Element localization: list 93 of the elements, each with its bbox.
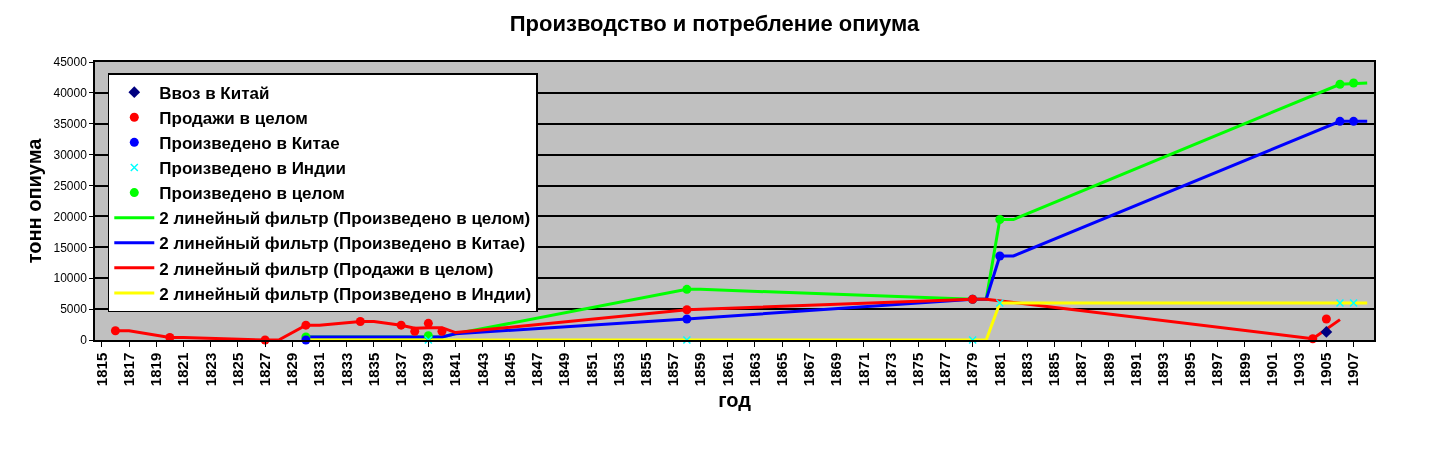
- x-tick-label: 1829: [283, 352, 301, 387]
- y-axis-title: тонн опиума: [23, 137, 46, 264]
- y-tick-label: 35000: [53, 116, 88, 131]
- x-tick-label: 1879: [963, 352, 981, 387]
- legend-label: 2 линейный фильтр (Произведено в Индии): [159, 284, 532, 304]
- point: [1349, 78, 1359, 88]
- x-tick-label: 1889: [1099, 352, 1117, 387]
- x-tick-label: 1905: [1317, 352, 1335, 387]
- legend-label: 2 линейный фильтр (Произведено в целом): [159, 209, 531, 229]
- y-tick-label: 0: [80, 333, 88, 348]
- x-tick-label: 1821: [174, 352, 192, 387]
- x-tick-label: 1853: [609, 352, 627, 387]
- legend-label: Произведено в целом: [159, 184, 345, 204]
- point: [682, 335, 692, 345]
- legend-label: 2 линейный фильтр (Произведено в Китае): [159, 234, 526, 254]
- point: [1349, 116, 1359, 126]
- legend-label: 2 линейный фильтр (Продажи в целом): [159, 259, 494, 279]
- point: [682, 305, 692, 315]
- x-tick-label: 1891: [1126, 352, 1144, 387]
- y-tick-label: 30000: [53, 147, 88, 162]
- x-tick-label: 1885: [1045, 352, 1063, 387]
- point: [1320, 326, 1333, 338]
- point: [995, 251, 1005, 261]
- x-tick-label: 1827: [255, 352, 273, 387]
- y-tick-label: 10000: [53, 271, 88, 286]
- y-tick-label: 25000: [53, 178, 88, 193]
- point: [1335, 79, 1345, 89]
- x-tick-label: 1903: [1290, 352, 1308, 387]
- x-tick-label: 1851: [582, 352, 600, 387]
- chart-title: Производство и потребление опиума: [509, 11, 921, 37]
- x-tick-label: 1857: [664, 352, 682, 387]
- x-tick-label: 1867: [800, 352, 818, 387]
- point: [682, 284, 692, 294]
- x-tick-label: 1897: [1208, 352, 1226, 387]
- x-tick-label: 1847: [528, 352, 546, 387]
- point: [410, 326, 420, 336]
- point: [995, 215, 1005, 225]
- x-tick-label: 1839: [419, 352, 437, 387]
- point: [682, 314, 692, 324]
- x-tick-label: 1823: [201, 352, 219, 387]
- point: [110, 326, 120, 336]
- x-tick-label: 1901: [1262, 352, 1280, 387]
- x-tick-label: 1817: [119, 352, 137, 387]
- x-tick-label: 1895: [1181, 352, 1199, 387]
- x-tick-label: 1869: [827, 352, 845, 387]
- point: [424, 335, 433, 345]
- y-tick-label: 15000: [53, 240, 88, 255]
- point: [1335, 298, 1345, 308]
- x-tick-label: 1863: [745, 352, 763, 387]
- x-tick-label: 1837: [392, 352, 410, 387]
- point: [437, 326, 447, 336]
- x-tick-label: 1825: [228, 352, 246, 387]
- x-tick-label: 1893: [1153, 352, 1171, 387]
- legend-label: Произведено в Индии: [159, 159, 346, 179]
- x-tick-label: 1845: [500, 352, 518, 387]
- x-tick-label: 1849: [555, 352, 573, 387]
- x-tick-label: 1887: [1072, 352, 1090, 387]
- x-tick-label: 1877: [936, 352, 954, 387]
- x-tick-label: 1899: [1235, 352, 1253, 387]
- point: [1335, 116, 1345, 126]
- legend-label: Ввоз в Китай: [159, 83, 270, 103]
- x-tick-label: 1859: [691, 352, 709, 387]
- x-tick-label: 1881: [990, 352, 1008, 387]
- x-tick-label: 1833: [337, 352, 355, 387]
- x-tick-label: 1883: [1017, 352, 1035, 387]
- x-tick-label: 1815: [92, 352, 110, 387]
- x-tick-label: 1835: [364, 352, 382, 387]
- x-tick-label: 1871: [854, 352, 872, 387]
- x-tick-label: 1831: [310, 352, 328, 387]
- x-tick-label: 1861: [718, 352, 736, 387]
- x-tick-label: 1865: [772, 352, 790, 387]
- x-tick-label: 1873: [881, 352, 899, 387]
- y-tick-label: 40000: [53, 86, 88, 101]
- point: [355, 316, 365, 326]
- legend-label: Продажи в целом: [159, 108, 308, 128]
- point: [1349, 298, 1358, 308]
- point: [968, 335, 977, 345]
- point: [1321, 314, 1331, 324]
- point: [995, 298, 1005, 308]
- y-tick-label: 20000: [53, 209, 88, 224]
- x-tick-label: 1855: [636, 352, 654, 387]
- x-axis-title: год: [718, 389, 752, 412]
- y-tick-label: 5000: [60, 302, 88, 317]
- x-tick-label: 1841: [446, 352, 464, 387]
- point: [423, 318, 433, 328]
- x-tick-label: 1819: [147, 352, 165, 387]
- point: [396, 320, 406, 330]
- y-tick-label: 45000: [53, 55, 88, 70]
- x-tick-label: 1843: [473, 352, 491, 387]
- x-tick-label: 1907: [1344, 352, 1362, 387]
- x-tick-label: 1875: [909, 352, 927, 387]
- point: [301, 320, 311, 330]
- legend-label: Произведено в Китае: [159, 134, 340, 153]
